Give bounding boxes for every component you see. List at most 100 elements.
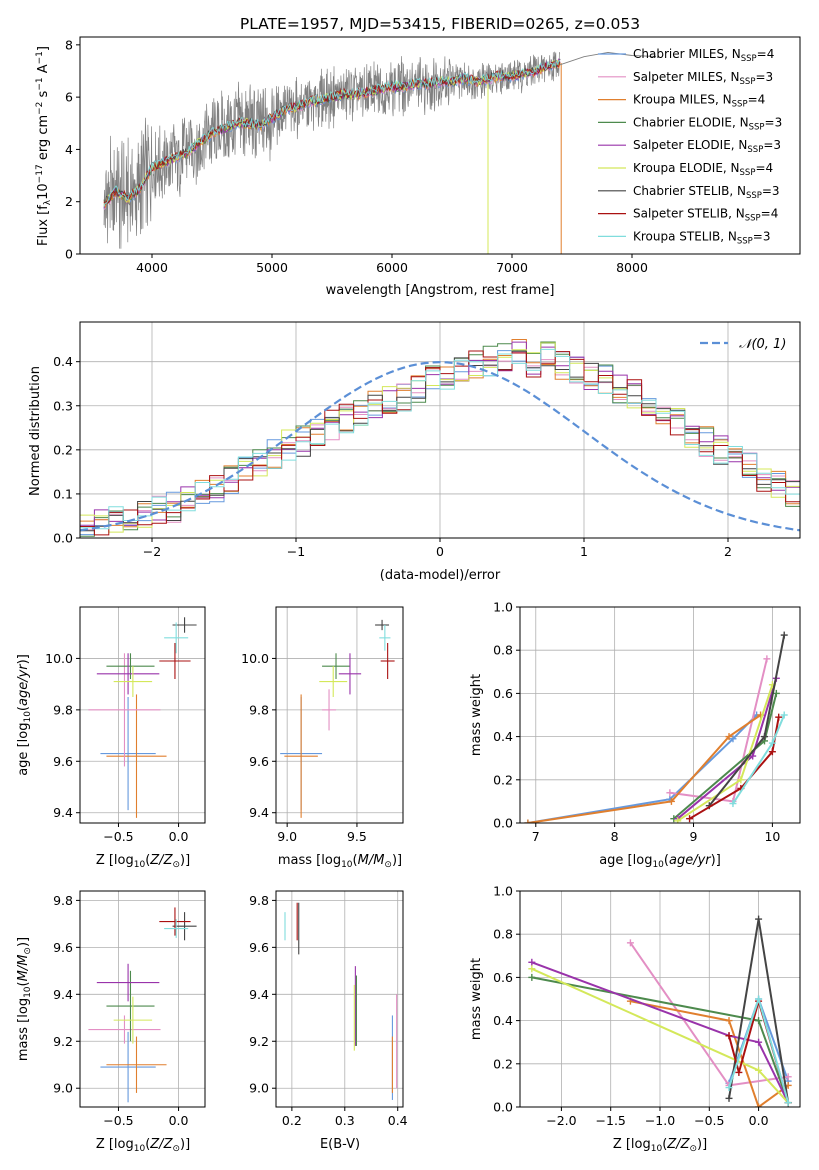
- y-axis-label: age [log10(age/yr)]: [16, 654, 33, 776]
- y-axis-label: mass weight: [469, 674, 484, 756]
- y-tick-label: 0.2: [493, 1056, 513, 1071]
- x-axis-label: Z [log10(Z/Z⊙)]: [96, 853, 190, 870]
- axes-frame: [519, 606, 801, 824]
- y-tick-label: 9.8: [249, 893, 269, 908]
- x-axis-label: age [log10(age/yr)]: [599, 853, 721, 870]
- y-tick-label: 0.8: [493, 927, 513, 942]
- axes-frame: [79, 36, 801, 255]
- axes-frame: [79, 606, 206, 824]
- y-tick-label: 9.2: [249, 1034, 269, 1049]
- legend-label: Chabrier STELIB, NSSP=3: [633, 184, 780, 201]
- spectrum-plot-area: [103, 51, 657, 254]
- y-tick-label: 0.1: [53, 486, 73, 501]
- y-tick-label: 9.8: [53, 702, 73, 717]
- x-tick-label: −0.5: [103, 829, 133, 844]
- x-tick-label: 7000: [496, 260, 528, 275]
- x-tick-label: −1: [287, 544, 305, 559]
- y-tick-label: 9.4: [53, 805, 73, 820]
- legend-label: 𝒩(0, 1): [739, 337, 786, 352]
- y-tick-label: 9.6: [53, 940, 73, 955]
- x-tick-label: 0.0: [169, 829, 189, 844]
- x-tick-label: −2: [143, 544, 161, 559]
- x-tick-label: 1: [580, 544, 588, 559]
- mass_vs_Z-points: [88, 907, 197, 1103]
- y-tick-label: 0.4: [493, 729, 513, 744]
- x-tick-label: 0.0: [749, 1113, 769, 1128]
- frame-age_vs_Z: −0.5 0.0 9.4 9.6 9.8 10.0: [45, 606, 206, 844]
- axes-mass_vs_ebv: [276, 891, 403, 1107]
- y-tick-label: 9.2: [53, 1034, 73, 1049]
- histogram-step-line: [80, 341, 800, 538]
- mass_vs_ebv-points: [284, 902, 398, 1100]
- x-axis-label: wavelength [Angstrom, rest frame]: [326, 283, 555, 298]
- frame-weight_vs_age: 7 8 9 10 0.0 0.2 0.4 0.6 0.8 1.0: [493, 600, 801, 844]
- model-fit-line: [103, 59, 561, 207]
- histogram-step-line: [80, 348, 800, 538]
- weight_vs_age-lines: [524, 631, 788, 823]
- frame-residuals: −2 −1 0 1 2 0.0 0.1 0.2 0.3 0.4: [53, 321, 801, 559]
- legend-label: Chabrier MILES, NSSP=4: [633, 47, 774, 64]
- x-tick-label: 8000: [616, 260, 648, 275]
- x-tick-label: 0.3: [335, 1113, 355, 1128]
- y-tick-label: 10.0: [45, 651, 73, 666]
- x-axis-label: (data-model)/error: [380, 568, 501, 583]
- x-axis-label: mass [log10(M/M⊙)]: [278, 853, 402, 870]
- age_vs_mass-points: [280, 619, 395, 818]
- x-tick-label: −0.5: [103, 1113, 133, 1128]
- x-axis-label: Z [log10(Z/Z⊙)]: [96, 1137, 190, 1154]
- axes-mass_vs_Z: [80, 891, 205, 1107]
- legend-label: Salpeter STELIB, NSSP=4: [633, 207, 778, 224]
- y-axis-label: mass weight: [469, 958, 484, 1040]
- y-tick-label: 0.6: [493, 970, 513, 985]
- y-tick-label: 2: [65, 194, 73, 209]
- y-tick-label: 9.6: [53, 754, 73, 769]
- x-tick-label: 0.0: [169, 1113, 189, 1128]
- data-spectrum-line: [103, 51, 561, 249]
- y-tick-label: 9.0: [249, 1081, 269, 1096]
- axes-frame: [275, 890, 404, 1108]
- y-axis-label: Normed distribution: [28, 366, 43, 496]
- x-tick-label: 5000: [256, 260, 288, 275]
- x-tick-label: −1.5: [596, 1113, 626, 1128]
- legend-label: Salpeter ELODIE, NSSP=3: [633, 138, 781, 155]
- y-axis-label: mass [log10(M/M⊙)]: [16, 937, 33, 1061]
- y-tick-label: 9.4: [249, 805, 269, 820]
- y-tick-label: 0.4: [493, 1013, 513, 1028]
- legend-label: Kroupa ELODIE, NSSP=4: [633, 161, 773, 178]
- x-tick-label: −2.0: [546, 1113, 576, 1128]
- y-tick-label: 9.8: [249, 702, 269, 717]
- y-axis-label: Flux [fλ10−17 erg cm−2 s−1 A−1]: [35, 46, 53, 246]
- x-tick-label: 10: [764, 829, 780, 844]
- x-tick-label: −1.0: [645, 1113, 675, 1128]
- extended-model-line: [559, 51, 657, 66]
- y-tick-label: 0.2: [493, 772, 513, 787]
- x-tick-label: 4000: [136, 260, 168, 275]
- weight-line: [531, 961, 790, 1104]
- y-tick-label: 0.0: [493, 816, 513, 831]
- age_vs_Z-points: [88, 617, 197, 818]
- x-tick-label: 9.0: [277, 829, 297, 844]
- y-tick-label: 0.6: [493, 686, 513, 701]
- axes-frame: [275, 606, 404, 824]
- legend-label: Chabrier ELODIE, NSSP=3: [633, 115, 782, 132]
- x-tick-label: 9: [690, 829, 698, 844]
- model-fit-line: [103, 60, 561, 205]
- histogram-step-line: [80, 342, 800, 538]
- histogram-step-line: [80, 342, 800, 538]
- x-axis-label: E(B-V): [320, 1137, 360, 1152]
- legend-label: Kroupa MILES, NSSP=4: [633, 93, 765, 110]
- frame-mass_vs_Z: −0.5 0.0 9.0 9.2 9.4 9.6 9.8: [53, 890, 206, 1128]
- x-tick-label: −0.5: [694, 1113, 724, 1128]
- axes-age_vs_Z: [80, 607, 205, 823]
- y-tick-label: 0.0: [53, 531, 73, 546]
- gaussian-curve: [80, 360, 800, 532]
- y-tick-label: 9.6: [249, 754, 269, 769]
- y-tick-label: 9.4: [249, 987, 269, 1002]
- x-tick-label: 8: [611, 829, 619, 844]
- x-tick-label: 0.4: [388, 1113, 408, 1128]
- x-tick-label: 9.5: [347, 829, 367, 844]
- spectrum-legend: Chabrier MILES, NSSP=4 Salpeter MILES, NS…: [598, 47, 782, 246]
- y-tick-label: 0.3: [53, 398, 73, 413]
- histogram-area: [80, 339, 800, 538]
